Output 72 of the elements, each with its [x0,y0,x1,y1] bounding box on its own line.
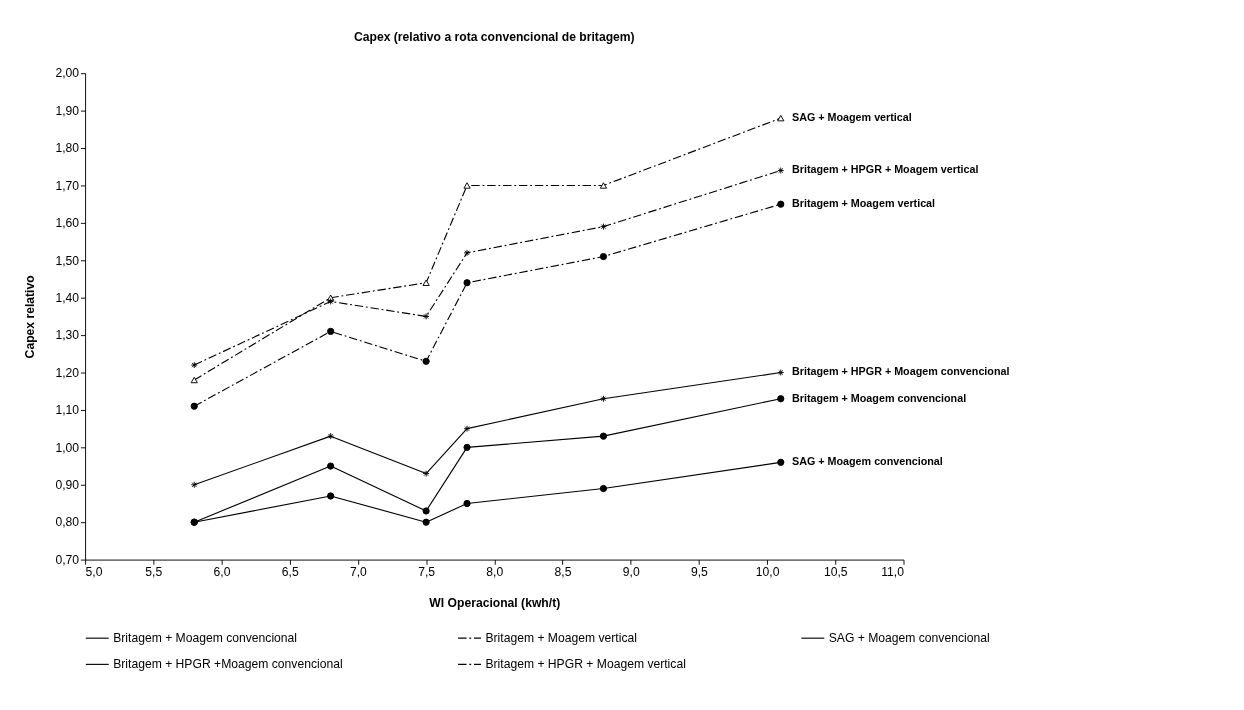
point [599,252,608,261]
point [599,432,608,440]
x-tick-label: 7,5 [418,564,436,579]
point [422,357,430,365]
y-tick-label: 1,90 [55,103,80,118]
point [190,376,198,384]
point [327,432,335,440]
point [422,279,430,286]
annotation: Britagem + Moagem convencional [792,391,967,404]
y-tick-label: 1,80 [55,141,80,156]
y-tick-label: 1,70 [55,178,80,193]
point [422,470,430,477]
y-tick-label: 1,30 [55,328,80,343]
y-tick-label: 1,40 [55,290,80,305]
chart-title: Capex (relativo a rota convencional de britagem) [353,30,635,45]
y-tick-label: 0,80 [55,515,80,530]
y-tick-label: 0,90 [55,477,80,492]
point [777,458,785,466]
point [463,425,471,433]
y-tick-label: 1,50 [55,253,80,268]
y-tick-label: 1,00 [55,440,80,455]
point [599,182,608,189]
point [327,298,335,305]
point [327,492,335,500]
y-axis-title: Capex relativo [22,275,37,359]
x-tick-label: 11,0 [881,564,905,579]
point [463,279,471,287]
point [777,200,785,208]
x-tick-label: 9,0 [622,564,640,579]
point [327,462,335,470]
x-tick-label: 8,5 [554,564,572,579]
point [777,395,785,403]
point [463,182,471,189]
point [600,223,607,231]
x-tick-label: 10,0 [755,564,780,579]
legend-label: Britagem + HPGR +Moagem convencional [113,657,343,672]
x-tick-label: 9,5 [690,564,709,579]
x-tick-label: 5,5 [145,564,163,579]
x-tick-label: 6,5 [281,564,299,579]
y-tick-label: 1,10 [55,403,80,418]
point [777,167,785,174]
y-tick-label: 2,00 [55,66,80,81]
point [422,518,430,526]
annotation: SAG + Moagem vertical [792,110,912,123]
point [422,507,430,515]
x-tick-label: 7,0 [349,564,368,579]
point [463,249,471,257]
point [600,395,607,403]
y-tick-label: 1,20 [55,365,80,380]
point [190,361,198,369]
point [599,484,608,493]
y-tick-label: 0,70 [55,552,80,567]
point [463,499,471,508]
x-tick-label: 6,0 [213,564,231,579]
annotation: Britagem + HPGR + Moagem vertical [792,163,979,176]
annotation: Britagem + HPGR + Moagem convencional [792,365,1010,378]
legend-label: SAG + Moagem convencional [828,630,990,645]
legend-label: Britagem + HPGR + Moagem vertical [485,657,686,672]
point [777,114,785,122]
x-tick-label: 8,0 [486,564,504,579]
point [327,327,335,335]
x-axis-title: WI Operacional (kwh/t) [429,595,561,610]
y-tick-label: 1,60 [55,216,80,231]
annotation: SAG + Moagem convencional [792,455,943,468]
x-tick-label: 5,0 [85,564,103,579]
legend-label: Britagem + Moagem vertical [485,630,637,645]
legend-label: Britagem + Moagem convencional [113,630,298,645]
x-tick-label: 10,5 [823,564,848,579]
annotation: Britagem + Moagem vertical [792,196,936,209]
point [422,313,430,320]
point [463,443,471,451]
point [190,402,198,410]
